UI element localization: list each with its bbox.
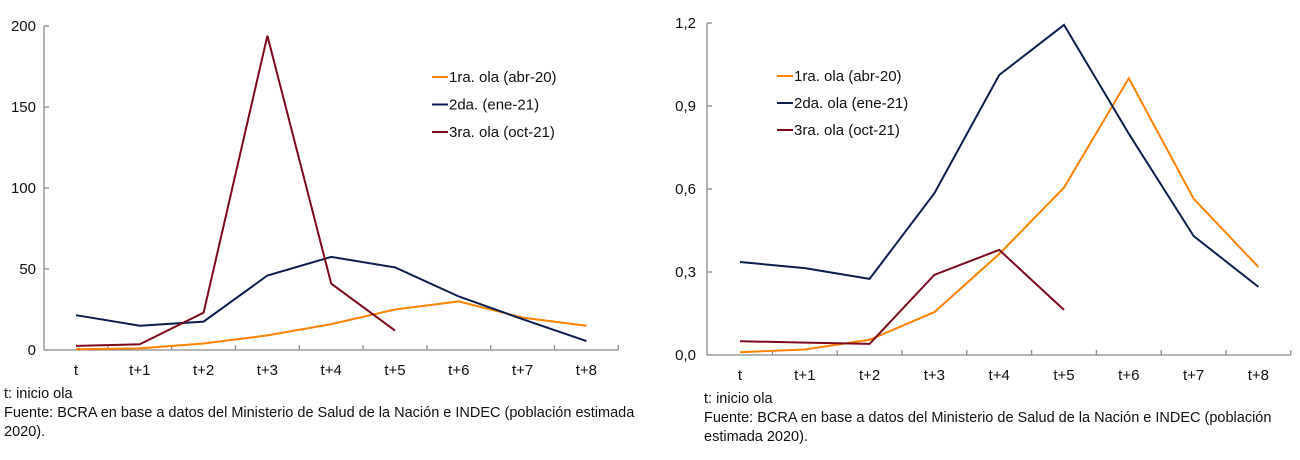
legend-label-1: 1ra. ola (abr-20)	[449, 69, 557, 86]
x-tick-label: t+8	[1248, 367, 1269, 384]
legend-label-2: 2da. (ene-21)	[449, 97, 539, 114]
legend-label-3: 3ra. ola (oct-21)	[794, 122, 900, 139]
legend-label-3: 3ra. ola (oct-21)	[449, 124, 555, 141]
footnote-left: t: inicio ola Fuente: BCRA en base a dat…	[4, 385, 644, 442]
x-tick-label: t+4	[321, 362, 342, 379]
y-tick-label: 200	[11, 18, 36, 35]
y-tick-label: 150	[11, 99, 36, 116]
y-tick-label: 0,3	[675, 264, 696, 281]
x-tick-label: t+3	[924, 367, 945, 384]
x-tick-label: t+7	[512, 362, 533, 379]
x-tick-label: t+1	[794, 367, 815, 384]
x-tick-label: t+7	[1183, 367, 1204, 384]
chart-right: 0,0 0,3 0,6 0,9 1,2 t t+1 t+2 t+3 t+4 t+5 t+6 t+7 t+8…	[660, 0, 1300, 390]
series-line-2	[740, 25, 1258, 287]
x-tick-label: t+5	[384, 362, 405, 379]
x-tick-label: t+3	[257, 362, 278, 379]
x-tick-label: t+2	[859, 367, 880, 384]
x-tick-label: t+8	[576, 362, 597, 379]
footnote-right-note: t: inicio ola	[704, 390, 1300, 409]
y-tick-label: 0,0	[675, 347, 696, 364]
footnote-left-source: Fuente: BCRA en base a datos del Ministe…	[4, 404, 644, 442]
y-tick-label: 0,9	[675, 98, 696, 115]
legend-label-2: 2da. ola (ene-21)	[794, 95, 908, 112]
series-line-3	[740, 250, 1064, 344]
x-tick-label: t	[738, 367, 743, 384]
legend-label-1: 1ra. ola (abr-20)	[794, 68, 902, 85]
y-tick-label: 50	[19, 261, 36, 278]
y-tick-label: 100	[11, 180, 36, 197]
x-tick-label: t+6	[448, 362, 469, 379]
chart-left: 0 50 100 150 200 t t+1 t+2 t+3 t+4 t+5 t+6 t+7 t+8 1ra…	[0, 0, 650, 385]
y-tick-label: 0	[28, 342, 36, 359]
x-tick-label: t	[74, 362, 79, 379]
x-tick-label: t+2	[193, 362, 214, 379]
x-tick-label: t+1	[129, 362, 150, 379]
footnote-right: t: inicio ola Fuente: BCRA en base a dat…	[704, 390, 1300, 447]
x-tick-label: t+6	[1118, 367, 1139, 384]
series-line-2	[76, 257, 586, 341]
footnote-right-source: Fuente: BCRA en base a datos del Ministe…	[704, 409, 1300, 447]
x-tick-label: t+4	[989, 367, 1010, 384]
y-tick-label: 1,2	[675, 15, 696, 32]
y-tick-label: 0,6	[675, 181, 696, 198]
x-tick-label: t+5	[1053, 367, 1074, 384]
footnote-left-note: t: inicio ola	[4, 385, 644, 404]
